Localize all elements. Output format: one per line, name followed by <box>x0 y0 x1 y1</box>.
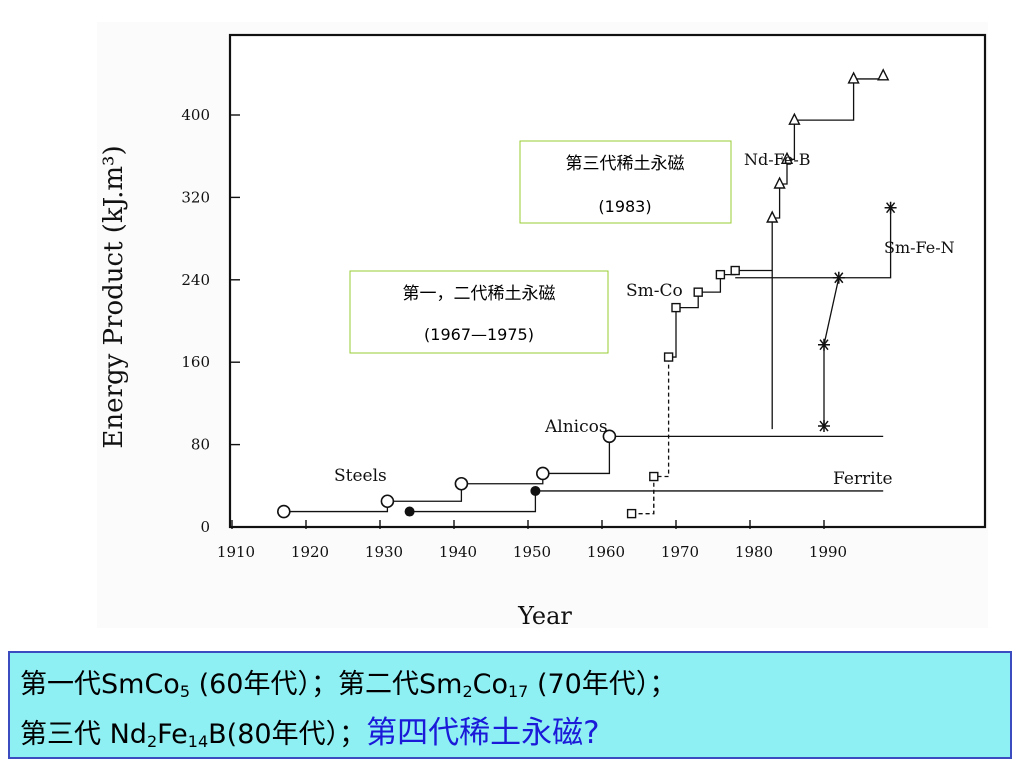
summary-box: 第一代SmCo5 (60年代）；第二代Sm2Co17 (70年代）； 第三代 N… <box>8 651 1012 759</box>
data-point-nd-fe-b <box>780 151 794 164</box>
data-point-nd-fe-b <box>877 68 890 81</box>
y-axis-label: Energy Product (kJ.m³) <box>99 145 129 448</box>
y-tick-label: 80 <box>191 436 210 454</box>
formula-b-era: B(80年代）； <box>208 719 367 750</box>
series-label-steels: Steels <box>334 466 387 486</box>
x-tick-label: 1950 <box>513 543 551 561</box>
annotation-first-second-generation-years: (1967—1975) <box>424 325 534 344</box>
data-point-nd-fe-b <box>766 210 779 223</box>
annotation-first-second-generation: 第一，二代稀土永磁 (1967—1975) <box>349 270 609 354</box>
annotation-third-generation-year: (1983) <box>598 197 651 216</box>
data-point-sm-co <box>663 352 674 362</box>
x-tick-label: 1960 <box>587 543 625 561</box>
annotation-third-generation-text: 第三代稀土永磁 <box>566 154 685 174</box>
data-point-steels <box>276 504 291 519</box>
gen3-label: 第三代 <box>20 719 110 750</box>
formula-smco5: SmCo <box>101 669 180 700</box>
data-point-sm-fe-n <box>818 420 830 433</box>
y-tick-label: 160 <box>181 353 210 371</box>
data-point-sm-co <box>671 302 681 313</box>
formula-nd: Nd <box>109 719 147 750</box>
gen2-text: (60年代）；第二代 <box>190 669 419 700</box>
series-label-ndfeb: Nd-Fe-B <box>744 150 811 169</box>
data-point-sm-co <box>649 471 659 482</box>
x-tick-label: 1970 <box>661 543 699 561</box>
energy-product-chart: 0 80 160 240 320 400 1910 1920 1930 1940 1950 1960… <box>99 33 987 630</box>
data-point-steels <box>380 494 395 509</box>
data-point-alnicos <box>602 429 617 444</box>
data-point-nd-fe-b <box>788 112 801 125</box>
series-label-smfen: Sm-Fe-N <box>884 238 955 257</box>
y-tick-label: 320 <box>181 188 210 206</box>
y-tick-label: 240 <box>181 271 210 289</box>
data-point-ferrite <box>530 485 541 496</box>
summary-line-1: 第一代SmCo5 (60年代）；第二代Sm2Co17 (70年代）； <box>20 661 998 709</box>
series-label-alnicos: Alnicos <box>544 417 608 437</box>
subscript: 14 <box>187 732 209 751</box>
data-point-sm-co <box>693 287 703 297</box>
data-point-ferrite <box>404 506 415 517</box>
series-line-alnicos <box>461 435 884 485</box>
data-point-sm-co <box>626 508 637 519</box>
y-tick-label: 0 <box>200 518 210 536</box>
series-label-ferrite: Ferrite <box>833 469 893 489</box>
formula-sm: Sm <box>418 669 463 700</box>
x-tick-label: 1940 <box>439 543 477 561</box>
data-point-sm-fe-n <box>884 201 897 214</box>
annotation-third-generation: 第三代稀土永磁 (1983) <box>519 140 732 224</box>
data-point-sm-fe-n <box>832 271 845 284</box>
data-point-sm-co <box>715 269 726 280</box>
x-tick-label: 1920 <box>291 543 329 561</box>
subscript: 17 <box>508 682 529 701</box>
series-line-nd-fe-b <box>772 75 884 219</box>
fourth-generation-question: 第四代稀土永磁? <box>366 715 600 751</box>
gen1-label: 第一代 <box>20 669 101 700</box>
data-point-alnicos <box>535 466 550 481</box>
summary-line-2: 第三代 Nd2Fe14B(80年代）；第四代稀土永磁? <box>20 709 998 759</box>
x-axis-label: Year <box>517 602 572 630</box>
x-tick-label: 1930 <box>365 543 403 561</box>
data-point-sm-co <box>730 265 740 276</box>
data-point-sm-fe-n <box>818 338 830 351</box>
series-line-ferrite-dashed <box>631 490 655 515</box>
era-text: (70年代）； <box>528 669 677 700</box>
x-tick-label: 1910 <box>217 543 255 561</box>
formula-fe: Fe <box>157 719 188 750</box>
subscript: 5 <box>179 682 190 701</box>
data-point-nd-fe-b <box>847 71 860 84</box>
subscript: 2 <box>146 732 158 751</box>
formula-co: Co <box>472 669 508 700</box>
x-tick-label: 1990 <box>809 543 847 561</box>
x-tick-label: 1980 <box>735 543 773 561</box>
data-point-alnicos <box>454 476 469 491</box>
series-label-smco: Sm-Co <box>626 281 683 301</box>
y-tick-label: 400 <box>181 106 210 124</box>
annotation-first-second-generation-text: 第一，二代稀土永磁 <box>403 284 556 304</box>
data-point-nd-fe-b <box>773 176 786 189</box>
subscript: 2 <box>462 682 473 701</box>
series-line-ferrite <box>409 490 884 513</box>
